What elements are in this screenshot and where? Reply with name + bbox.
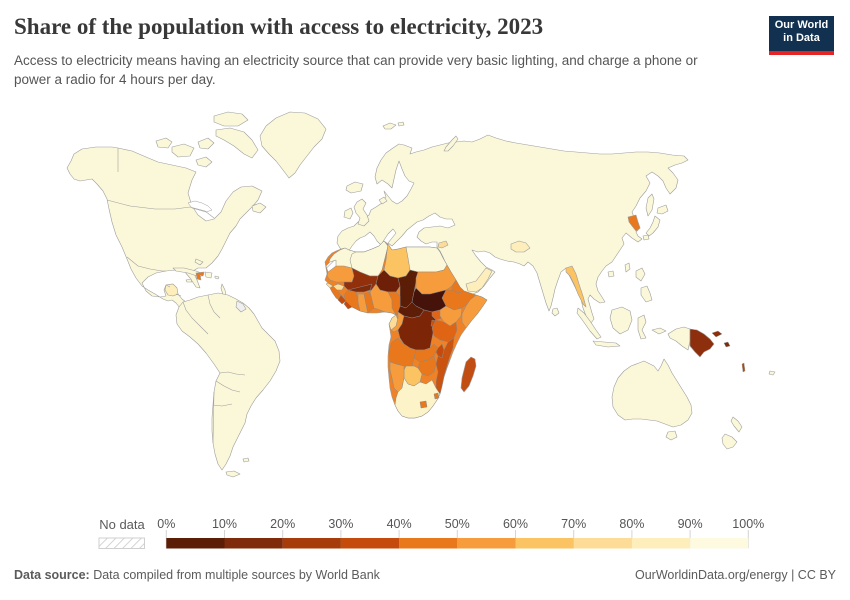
svg-text:90%: 90%: [678, 517, 703, 531]
svg-text:60%: 60%: [503, 517, 528, 531]
svg-text:100%: 100%: [732, 517, 764, 531]
svg-text:30%: 30%: [328, 517, 353, 531]
svg-text:0%: 0%: [157, 517, 175, 531]
svg-text:70%: 70%: [561, 517, 586, 531]
svg-text:50%: 50%: [445, 517, 470, 531]
svg-text:10%: 10%: [212, 517, 237, 531]
svg-text:20%: 20%: [270, 517, 295, 531]
svg-text:No data: No data: [99, 517, 145, 532]
svg-text:80%: 80%: [619, 517, 644, 531]
svg-text:40%: 40%: [387, 517, 412, 531]
